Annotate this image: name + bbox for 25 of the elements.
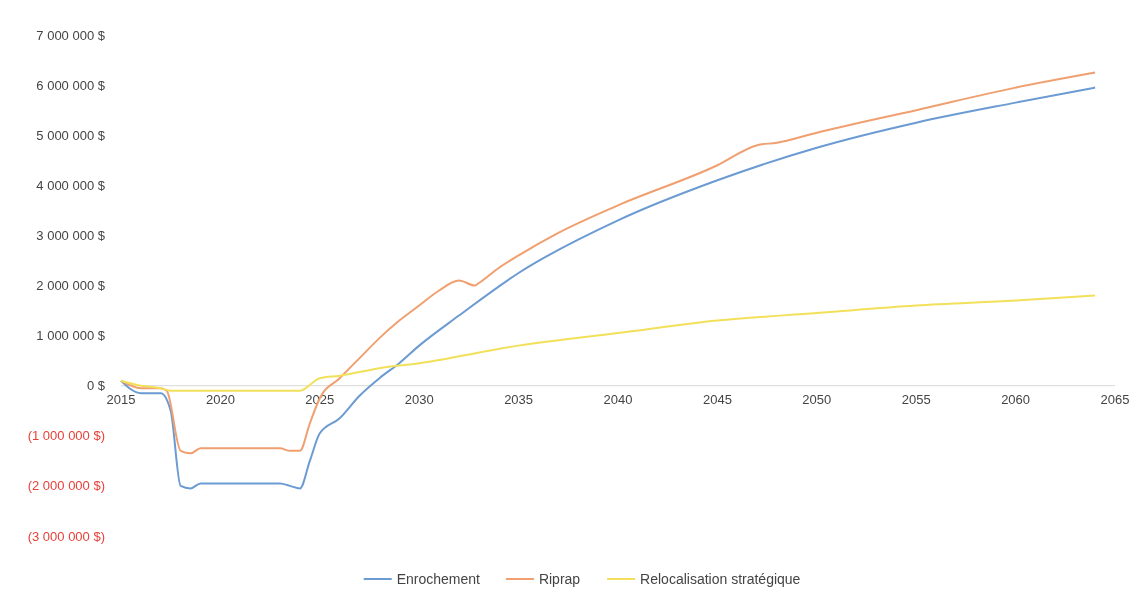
x-tick-label: 2050: [802, 391, 832, 407]
legend-label: Riprap: [538, 571, 581, 587]
y-tick-label: 0 $: [86, 378, 106, 394]
x-tick-label: 2055: [901, 391, 931, 407]
x-tick-label: 2020: [205, 391, 235, 407]
y-tick-label: (1 000 000 $): [27, 428, 105, 444]
legend-label: Relocalisation stratégique: [640, 571, 801, 587]
x-tick-label: 2045: [702, 391, 732, 407]
x-tick-label: 2065: [1100, 391, 1130, 407]
x-tick-label: 2030: [404, 391, 434, 407]
y-tick-label: 3 000 000 $: [36, 227, 106, 243]
x-tick-label: 2060: [1001, 391, 1031, 407]
y-tick-label: (2 000 000 $): [27, 478, 105, 494]
y-tick-label: 4 000 000 $: [36, 177, 106, 193]
x-tick-label: 2035: [504, 391, 534, 407]
legend-label: Enrochement: [396, 571, 481, 587]
y-tick-label: 6 000 000 $: [36, 77, 106, 93]
y-tick-label: 2 000 000 $: [36, 278, 106, 294]
y-tick-label: 7 000 000 $: [36, 27, 106, 43]
x-tick-label: 2040: [603, 391, 633, 407]
line-series: [120, 294, 1097, 392]
y-tick-label: 5 000 000 $: [36, 127, 106, 143]
x-tick-label: 2015: [106, 391, 136, 407]
y-tick-label: 1 000 000 $: [36, 328, 106, 344]
y-tick-label: (3 000 000 $): [27, 528, 105, 544]
